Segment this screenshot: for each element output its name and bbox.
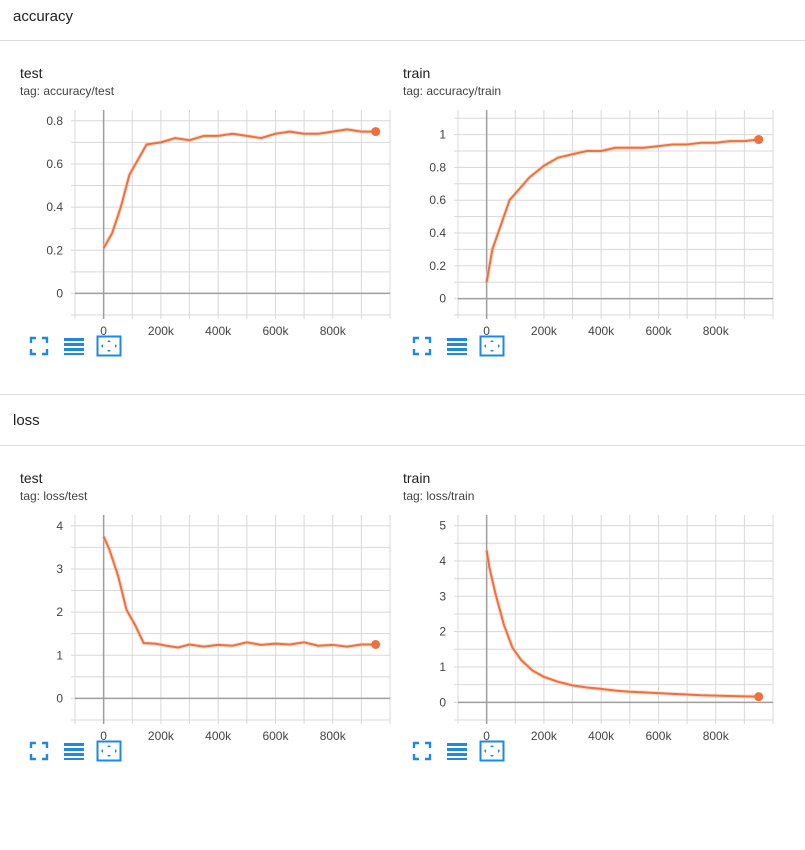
y-tick-label: 0.4 [46,200,63,214]
x-tick-label: 600k [262,324,289,338]
fit-domain-icon[interactable] [479,740,505,762]
y-tick-label: 4 [56,519,63,533]
chart-title: test [20,470,43,486]
data-table-icon[interactable] [446,740,472,762]
x-tick-label: 800k [320,729,347,743]
data-table-icon[interactable] [63,740,89,762]
grid [71,515,391,724]
x-tick-label: 200k [531,729,558,743]
y-tick-label: 1 [439,660,446,674]
y-tick-label: 0.2 [46,243,63,257]
chart-plot[interactable]: 0 1 2 3 4 5 0 200k 400k 600k 800k [383,470,774,743]
x-tick-label: 800k [320,324,347,338]
divider [0,40,805,41]
section-title: accuracy [13,8,74,25]
y-tick-label: 0 [439,695,446,709]
chart-tag: tag: loss/train [403,489,475,503]
x-tick-label: 400k [588,324,615,338]
x-tick-label: 600k [645,324,672,338]
y-tick-label: 2 [56,605,63,619]
series-line [102,128,376,249]
y-tick-label: 0.4 [429,226,446,240]
chart-card-loss-test: test tag: loss/test 0 1 2 3 4 0 200k 400k 600k 80… [0,470,391,850]
series-end-point [371,639,381,649]
x-tick-label: 0 [483,324,490,338]
series-end-point [371,127,381,137]
chart-plot[interactable]: 0 0.2 0.4 0.6 0.8 1 0 200k 400k 600k 800k [383,65,774,338]
data-table-icon[interactable] [63,335,89,357]
chart-plot[interactable]: 0 0.2 0.4 0.6 0.8 0 200k 400k 600k 800k [0,65,391,338]
y-tick-label: 1 [439,128,446,142]
chart-title: test [20,65,43,81]
x-tick-label: 400k [205,729,232,743]
y-tick-label: 0 [439,292,446,306]
chart-card-accuracy-train: train tag: accuracy/train 0 0.2 0.4 0.6 0.8 1… [383,65,774,445]
section-header-accuracy[interactable]: accuracy [0,0,805,40]
y-tick-label: 0 [56,286,63,300]
divider [0,445,805,446]
x-tick-label: 600k [645,729,672,743]
chart-tag: tag: accuracy/test [20,84,115,98]
fit-domain-icon[interactable] [479,335,505,357]
fullscreen-icon[interactable] [28,740,54,762]
series-line-raw [484,550,759,699]
y-tick-label: 0.6 [46,157,63,171]
section-header-loss[interactable]: loss [0,395,805,445]
series-line-raw [101,535,376,650]
fit-domain-icon[interactable] [96,740,122,762]
data-table-icon[interactable] [446,335,472,357]
x-tick-label: 0 [483,729,490,743]
y-tick-label: 3 [439,589,446,603]
series-line [485,550,759,698]
y-tick-label: 0.8 [429,160,446,174]
x-tick-label: 400k [205,324,232,338]
x-tick-label: 0 [100,729,107,743]
x-tick-label: 600k [262,729,289,743]
series-end-point [754,692,764,702]
series-end-point [754,135,764,145]
series-line-raw [484,137,759,283]
fullscreen-icon[interactable] [411,335,437,357]
x-tick-label: 0 [100,324,107,338]
section-title: loss [13,412,40,429]
y-tick-label: 0.2 [429,259,446,273]
x-tick-label: 200k [531,324,558,338]
y-tick-label: 0.8 [46,114,63,128]
chart-title: train [403,470,431,486]
divider [0,394,805,395]
y-tick-label: 0.6 [429,193,446,207]
fit-domain-icon[interactable] [96,335,122,357]
y-tick-label: 0 [56,691,63,705]
chart-tag: tag: loss/test [20,489,88,503]
fullscreen-icon[interactable] [28,335,54,357]
series-line [102,536,376,649]
x-tick-label: 200k [148,729,175,743]
chart-tag: tag: accuracy/train [403,84,502,98]
y-tick-label: 5 [439,519,446,533]
y-tick-label: 3 [56,562,63,576]
chart-card-loss-train: train tag: loss/train 0 1 2 3 4 5 0 200k 400k 600… [383,470,774,850]
y-tick-label: 4 [439,554,446,568]
y-tick-label: 2 [439,625,446,639]
x-tick-label: 800k [703,324,730,338]
chart-plot[interactable]: 0 1 2 3 4 0 200k 400k 600k 800k [0,470,391,743]
series-line [485,138,759,283]
chart-card-accuracy-test: test tag: accuracy/test 0 0.2 0.4 0.6 0.8 0 20… [0,65,391,445]
y-tick-label: 1 [56,648,63,662]
chart-title: train [403,65,431,81]
x-tick-label: 800k [703,729,730,743]
x-tick-label: 200k [148,324,175,338]
fullscreen-icon[interactable] [411,740,437,762]
x-tick-label: 400k [588,729,615,743]
